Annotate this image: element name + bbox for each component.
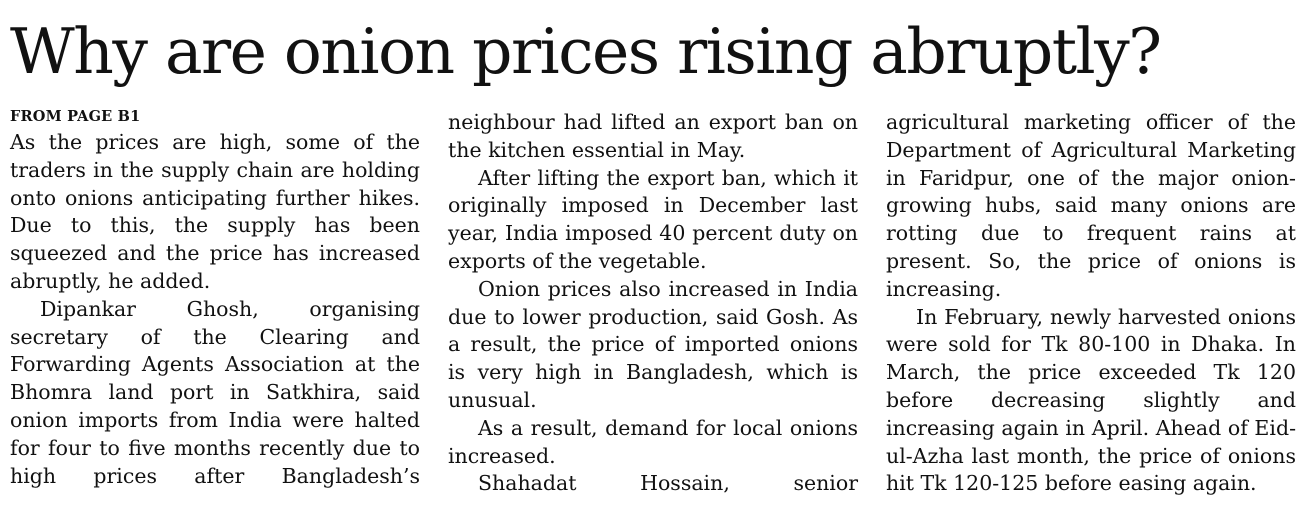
headline: Why are onion prices rising abruptly? [10,15,1162,88]
paragraph: After lifting the export ban, which it o… [448,165,858,273]
paragraph: agricultural marketing officer of the De… [886,110,1296,301]
article-column-2: neighbour had lifted an export ban on th… [448,109,858,498]
article-column-1: FROM PAGE B1 As the prices are high, som… [10,108,420,490]
paragraph: As a result, demand for local onions inc… [448,415,858,468]
paragraph: Onion prices also increased in India due… [448,276,858,412]
paragraph: neighbour had lifted an export ban on th… [448,110,858,162]
paragraph: In February, newly harvested onions were… [886,304,1296,496]
paragraph: As the prices are high, some of the trad… [10,130,420,293]
paragraph: Dipankar Ghosh, organising secretary of … [10,296,420,488]
kicker-from-page: FROM PAGE B1 [10,108,141,125]
article-column-3: agricultural marketing officer of the De… [886,109,1296,498]
paragraph: Shahadat Hossain, senior [478,471,858,496]
